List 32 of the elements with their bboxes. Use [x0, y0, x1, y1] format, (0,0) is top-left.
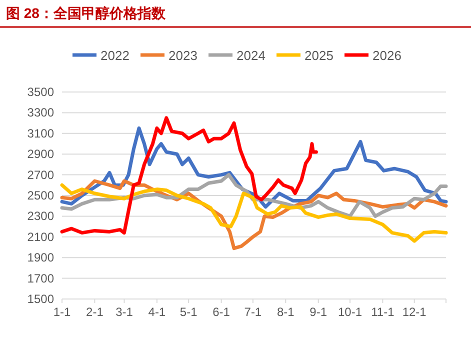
legend-label: 2025	[304, 48, 334, 63]
chart-title: 图 28：全国甲醇价格指数	[6, 5, 166, 21]
x-tick-label: 4-1	[148, 305, 166, 319]
x-tick-label: 5-1	[180, 305, 198, 319]
legend-label: 2023	[168, 48, 198, 63]
y-tick-label: 1900	[27, 250, 54, 265]
y-tick-label: 2700	[27, 168, 54, 182]
y-tick-label: 1500	[27, 292, 54, 306]
legend-label: 2022	[100, 48, 130, 63]
x-tick-label: 9-1	[310, 305, 328, 319]
legend-label: 2024	[236, 48, 266, 63]
x-tick-label: 2-1	[86, 305, 104, 319]
y-tick-label: 3500	[27, 85, 54, 99]
x-tick-label: 11-1	[371, 305, 395, 319]
x-tick-label: 10-1	[338, 305, 362, 319]
x-tick-label: 3-1	[116, 305, 134, 319]
y-tick-label: 2100	[27, 230, 54, 244]
y-tick-label: 2900	[27, 147, 54, 162]
x-tick-label: 8-1	[276, 305, 295, 319]
x-tick-label: 1-1	[53, 305, 71, 319]
line-series	[60, 116, 318, 235]
y-tick-label: 2500	[27, 188, 54, 202]
y-tick-label: 3300	[27, 106, 54, 120]
x-tick-label: 12-1	[402, 305, 427, 319]
line-series	[60, 183, 448, 243]
y-tick-label: 3100	[27, 126, 54, 140]
y-tick-label: 1700	[27, 271, 54, 286]
line-series	[60, 126, 448, 209]
x-tick-label: 7-1	[244, 305, 262, 319]
y-tick-label: 2300	[27, 209, 54, 224]
legend-label: 2026	[372, 48, 402, 63]
x-tick-label: 6-1	[212, 305, 230, 319]
